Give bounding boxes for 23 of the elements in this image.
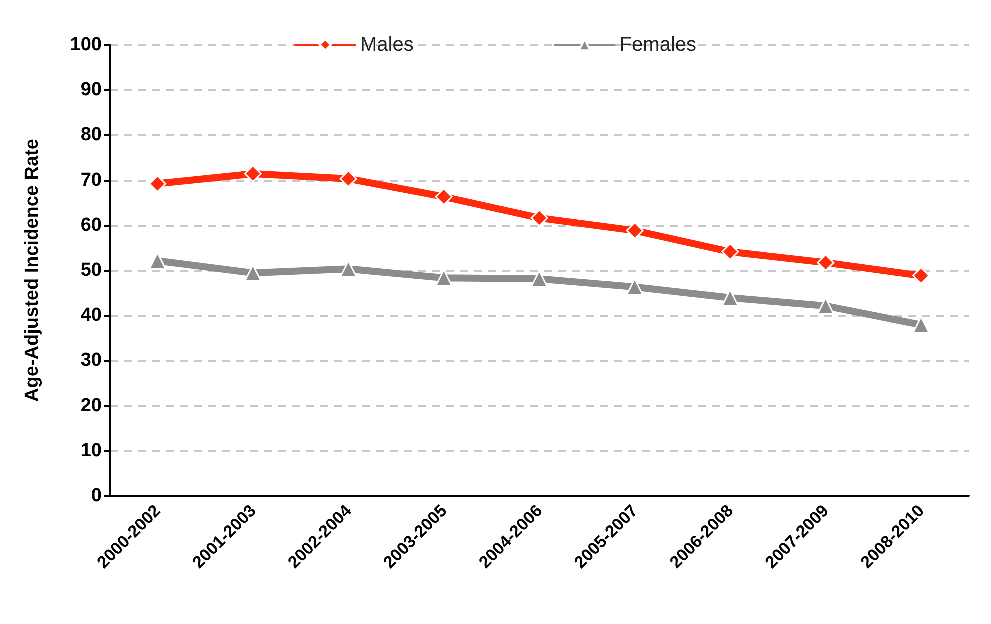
y-axis-title: Age-Adjusted Incidence Rate	[22, 139, 43, 402]
y-tick-label: 70	[80, 170, 102, 191]
point	[244, 165, 262, 183]
y-tick-label: 100	[70, 34, 102, 56]
legend-label: Females	[620, 34, 697, 56]
y-tick-label: 50	[80, 260, 102, 281]
y-tick-label: 80	[80, 124, 102, 146]
y-tick-label: 30	[80, 350, 102, 372]
y-tick-label: 10	[80, 440, 102, 462]
y-tick-label: 90	[80, 80, 102, 101]
point	[435, 188, 453, 206]
y-tick-label: 60	[80, 214, 102, 236]
y-tick-label: 0	[91, 486, 102, 506]
point	[817, 254, 835, 272]
y-tick-label: 40	[80, 305, 102, 326]
point	[722, 243, 740, 261]
point	[912, 267, 930, 285]
y-tick-label: 20	[80, 395, 102, 416]
point	[340, 170, 358, 188]
point	[626, 222, 644, 240]
point	[148, 175, 166, 193]
point	[530, 209, 548, 227]
legend-label: Males	[360, 34, 414, 56]
